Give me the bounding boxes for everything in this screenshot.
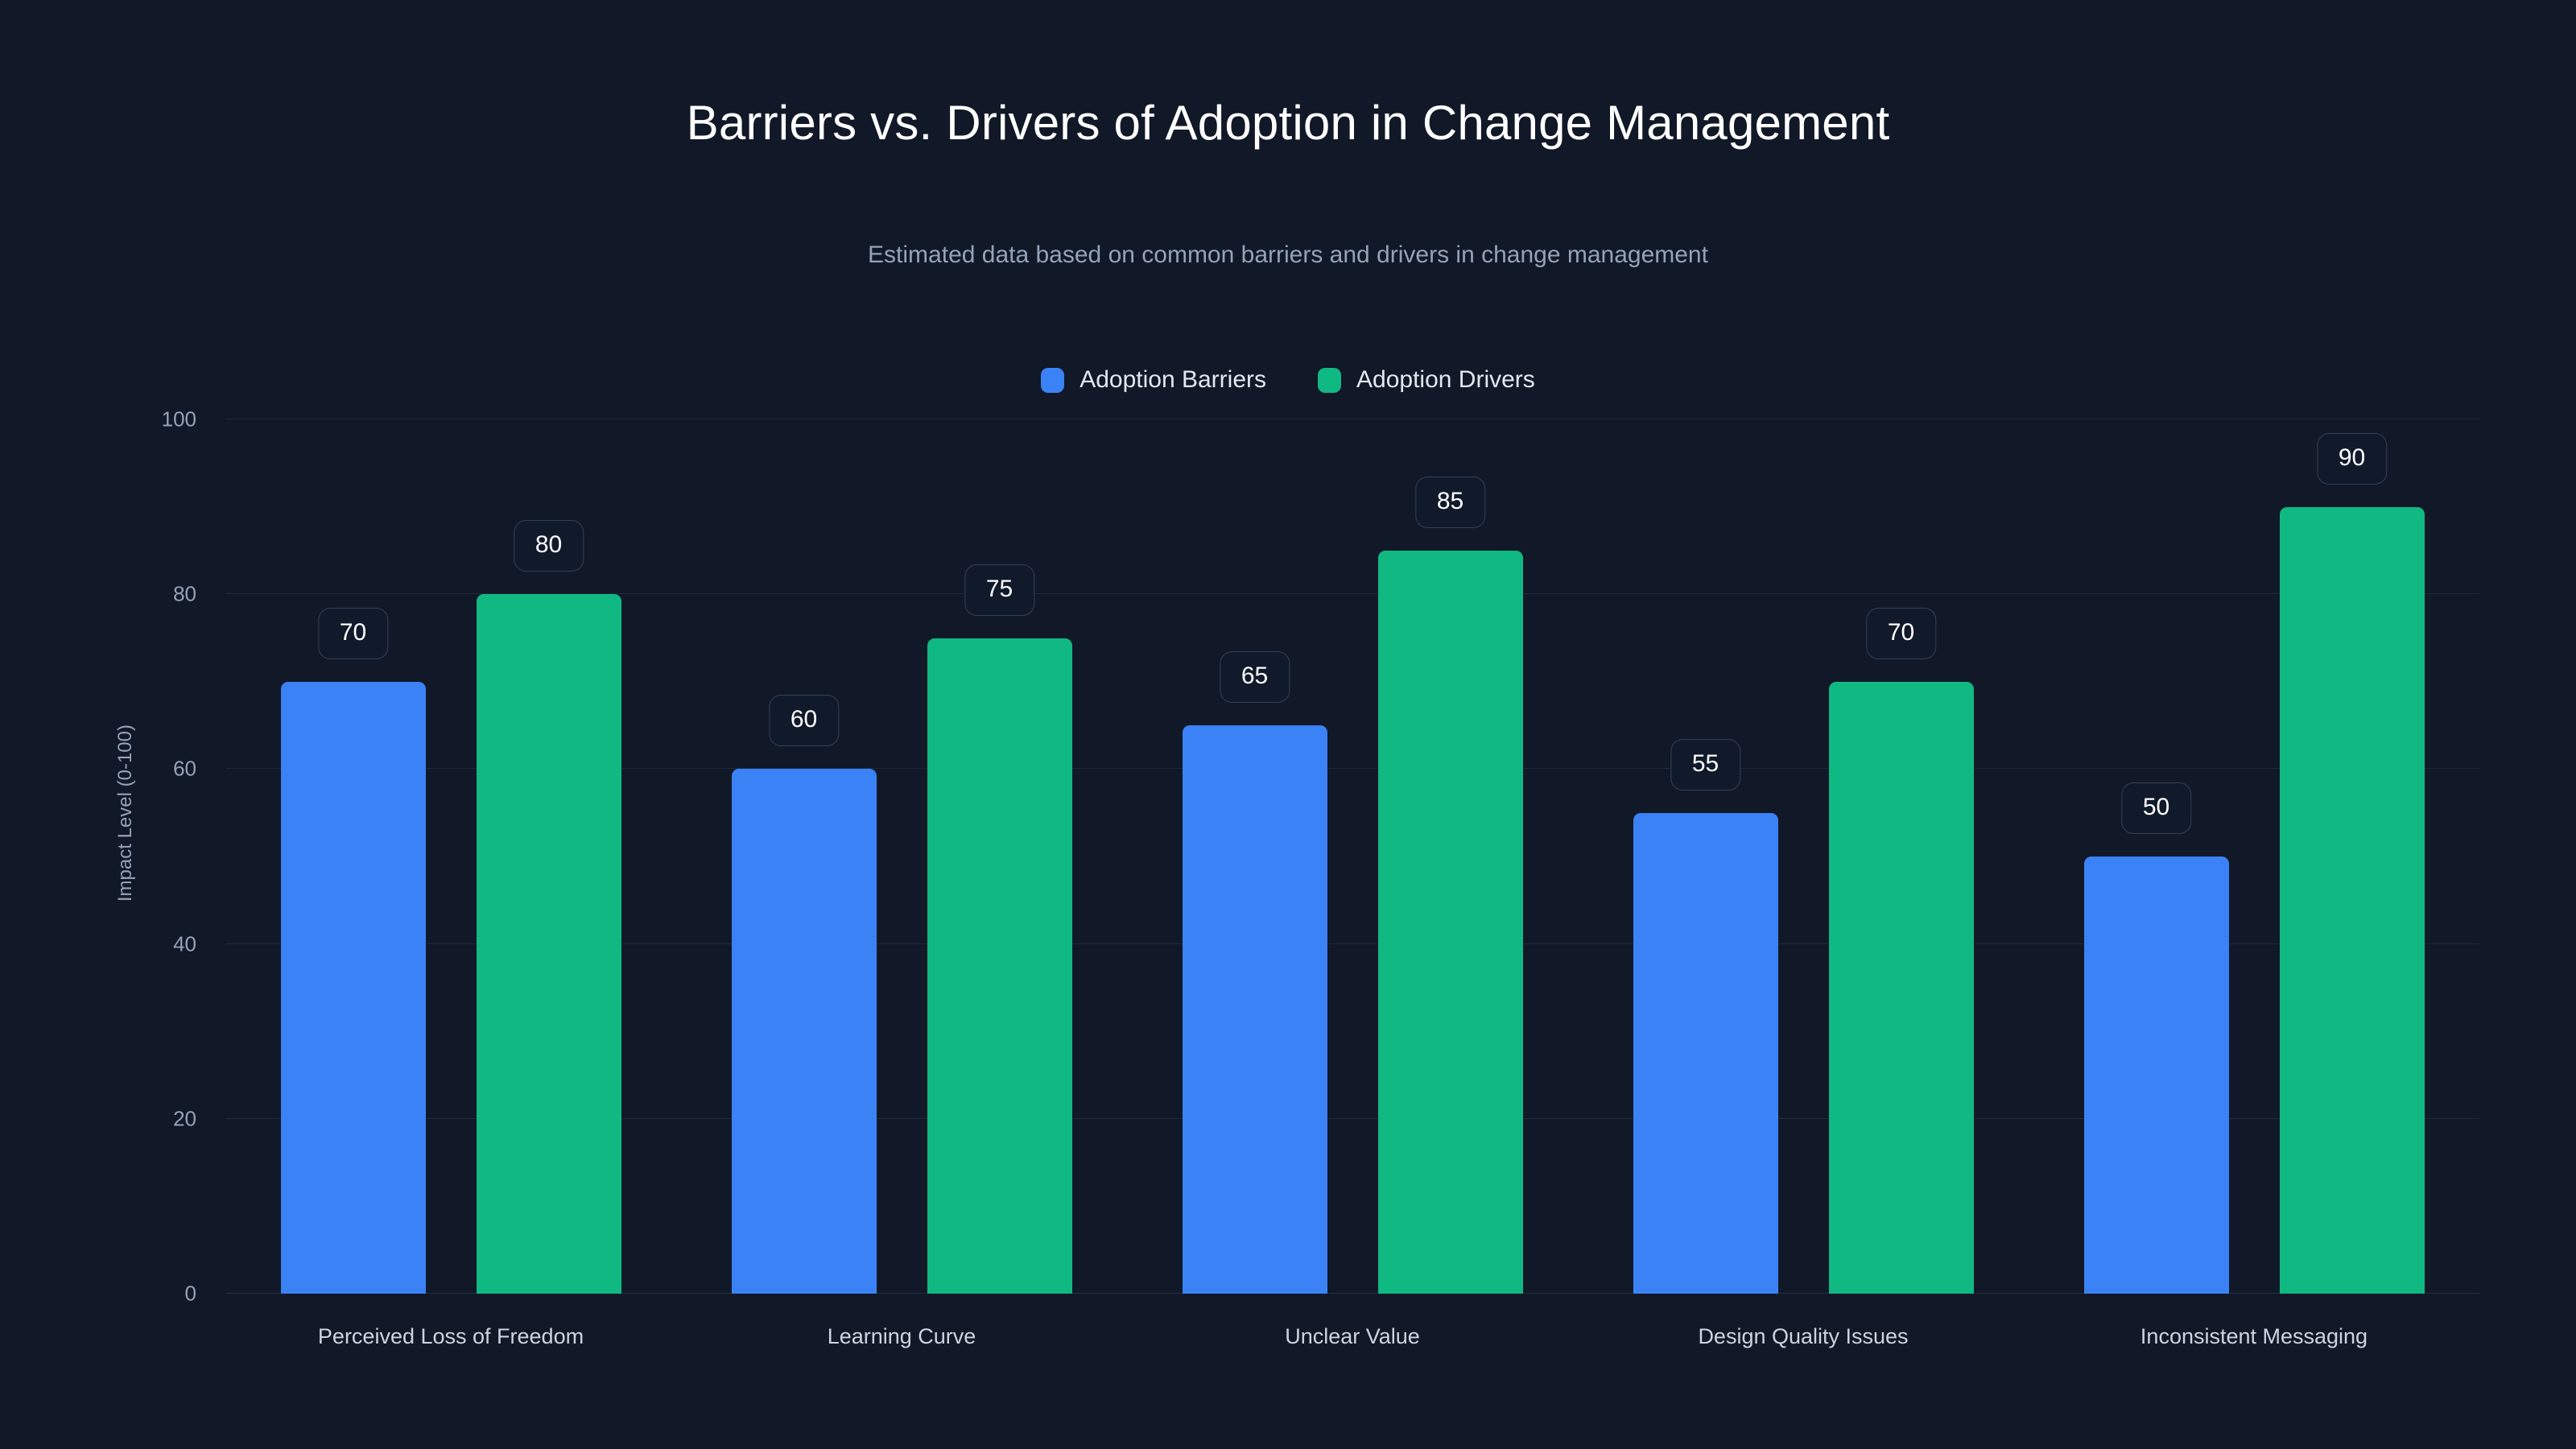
bar-drivers[interactable]: [1828, 681, 1974, 1294]
chart-legend: Adoption Barriers Adoption Drivers: [0, 366, 2576, 394]
x-axis-category-label: Unclear Value: [1285, 1324, 1420, 1348]
y-axis-tick-label: 60: [173, 756, 196, 781]
gridline: [225, 1117, 2479, 1119]
x-axis-category-label: Learning Curve: [827, 1324, 976, 1348]
bar-barriers[interactable]: [731, 769, 877, 1294]
bar-drivers[interactable]: [476, 594, 621, 1294]
y-axis-tick-label: 100: [161, 407, 196, 431]
gridline: [225, 768, 2479, 770]
bar-drivers[interactable]: [927, 638, 1072, 1294]
bar-drivers[interactable]: [2279, 506, 2425, 1294]
bar-value-label: 80: [513, 520, 584, 572]
legend-swatch-square-icon: [1041, 367, 1065, 393]
x-axis-category-label: Design Quality Issues: [1698, 1324, 1909, 1348]
gridline: [225, 943, 2479, 944]
bar-value-label: 65: [1219, 651, 1290, 704]
legend-swatch-square-icon: [1318, 367, 1342, 393]
bar-value-label: 85: [1414, 476, 1486, 528]
gridline: [225, 1293, 2479, 1294]
legend-item-label: Adoption Barriers: [1080, 366, 1267, 393]
bar-value-label: 55: [1670, 738, 1741, 791]
x-axis-category-label: Perceived Loss of Freedom: [317, 1324, 584, 1348]
bar-drivers[interactable]: [1377, 550, 1523, 1294]
bar-value-label: 50: [2120, 782, 2192, 834]
gridline: [225, 593, 2479, 595]
bar-barriers[interactable]: [1633, 812, 1778, 1294]
legend-item-label: Adoption Drivers: [1356, 366, 1535, 393]
legend-item-adoption-barriers[interactable]: Adoption Barriers: [1041, 366, 1266, 394]
chart-title: Barriers vs. Drivers of Adoption in Chan…: [686, 96, 1890, 150]
y-axis-tick-labels: 0 20 40 60 80 100: [0, 407, 225, 1306]
legend-item-adoption-drivers[interactable]: Adoption Drivers: [1318, 366, 1535, 394]
bar-barriers[interactable]: [2083, 857, 2229, 1294]
plot-area: 70 80 60 75 65 85 55 70 50 90: [225, 419, 2479, 1294]
bar-value-label: 70: [317, 607, 389, 659]
bar-value-label: 70: [1865, 607, 1937, 659]
bar-value-label: 75: [964, 564, 1035, 616]
y-axis-tick-label: 0: [184, 1281, 196, 1306]
chart-subtitle: Estimated data based on common barriers …: [868, 242, 1708, 268]
y-axis-tick-label: 40: [173, 931, 196, 956]
bar-value-label: 90: [2316, 432, 2388, 485]
bar-barriers[interactable]: [280, 681, 426, 1294]
y-axis-tick-label: 80: [173, 581, 196, 606]
bar-barriers[interactable]: [1182, 725, 1327, 1294]
bar-value-label: 60: [768, 695, 840, 747]
x-axis-category-label: Inconsistent Messaging: [2140, 1324, 2368, 1348]
y-axis-tick-label: 20: [173, 1106, 196, 1131]
